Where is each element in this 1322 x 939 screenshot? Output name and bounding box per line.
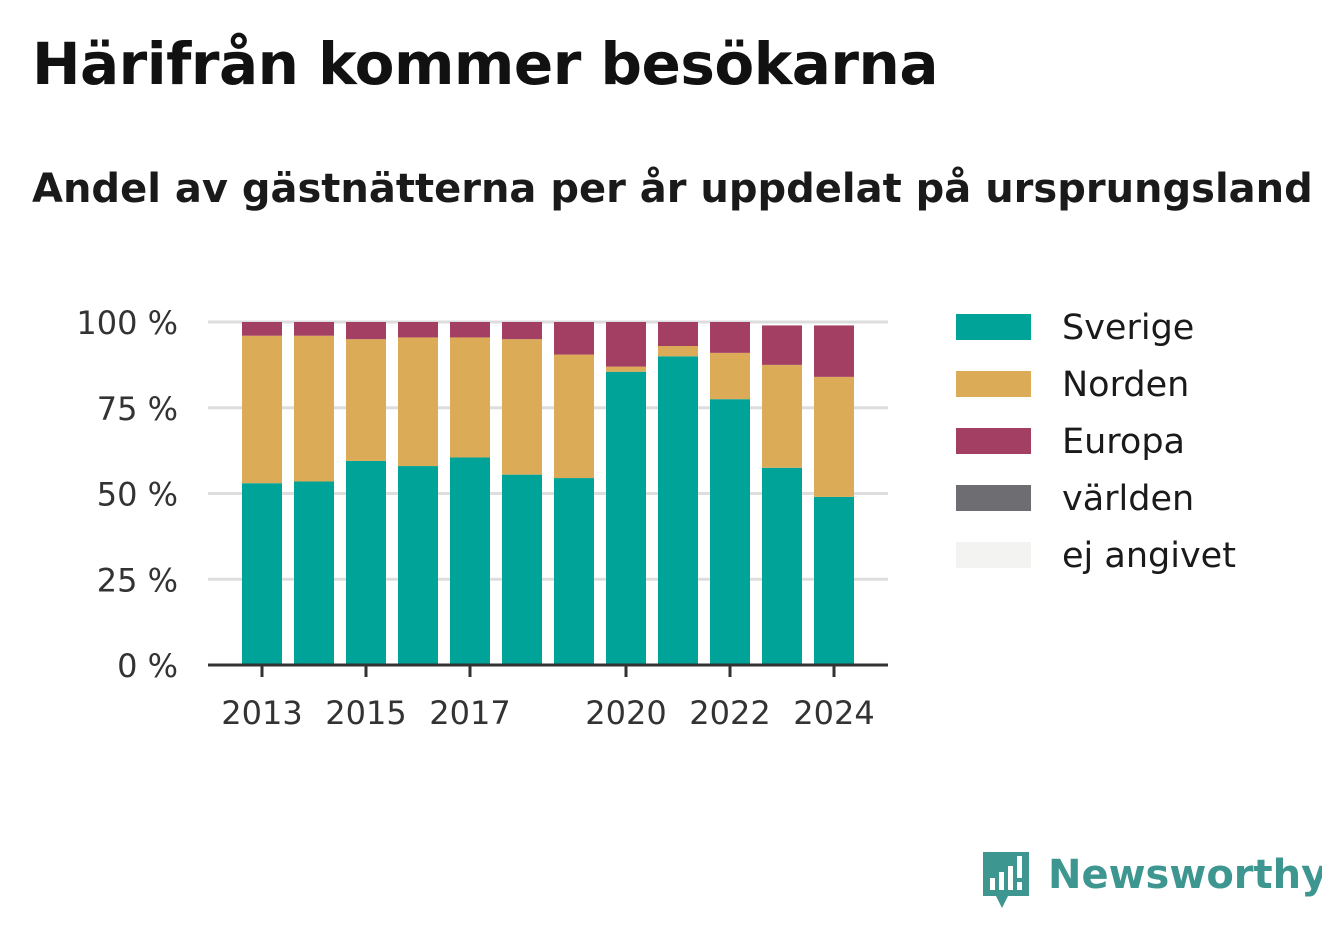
bar-segment-europa-2024 [814,325,854,377]
bar-segment-sverige-2013 [242,483,282,665]
bar-segment-sverige-2016 [398,466,438,665]
bar-segment-sverige-2018 [502,474,542,665]
brand-name: Newsworthy [1048,852,1322,898]
bar-segment-europa-2014 [294,322,334,336]
y-tick-label: 0 % [117,647,178,685]
x-tick-label: 2013 [221,694,302,732]
bar-segment-sverige-2020 [606,371,646,665]
legend-swatch-norden [956,371,1031,397]
bar-segment-norden-2023 [762,364,802,468]
x-tick-label: 2022 [689,694,770,732]
bar-segment-norden-2019 [554,354,594,479]
x-tick-label: 2024 [793,694,874,732]
legend: Sverige Norden Europa världen ej angivet [956,308,1236,576]
x-tick-label: 2015 [325,694,406,732]
x-tick-label: 2017 [429,694,510,732]
y-tick-label: 50 % [97,476,178,514]
bar-segment-sverige-2023 [762,467,802,665]
legend-swatch-ej-angivet [956,542,1031,568]
bar-segment-norden-2014 [294,335,334,482]
bar-segment-norden-2013 [242,335,282,484]
legend-label: världen [1062,479,1194,519]
legend-label: Europa [1062,422,1185,462]
bar-segment-sverige-2024 [814,496,854,665]
bar-segment-norden-2016 [398,337,438,467]
bars [242,322,854,665]
bar-segment-sverige-2015 [346,460,386,665]
bar-segment-sverige-2022 [710,399,750,665]
bar-segment-europa-2017 [450,322,490,338]
bar-segment-sverige-2014 [294,481,334,665]
x-tick-label: 2020 [585,694,666,732]
bar-segment-norden-2018 [502,339,542,475]
bar-segment-europa-2016 [398,322,438,338]
bar-segment-sverige-2021 [658,356,698,665]
legend-swatch-världen [956,485,1031,511]
y-tick-label: 25 % [97,561,178,599]
bar-segment-norden-2024 [814,376,854,497]
bar-segment-sverige-2017 [450,457,490,665]
stacked-bar-chart: 0 % 25 % 50 % 75 % 100 % 2013 2015 2017 2020 2022… [76,304,1236,732]
legend-label: ej angivet [1062,536,1236,576]
legend-label: Sverige [1062,308,1194,348]
newsworthy-logo-icon [983,852,1029,908]
y-tick-label: 100 % [76,304,178,342]
y-tick-label: 75 % [97,390,178,428]
newsworthy-logo: Newsworthy [980,850,1322,912]
bar-segment-europa-2018 [502,322,542,340]
legend-swatch-sverige [956,314,1031,340]
bar-segment-europa-2021 [658,322,698,347]
bar-segment-europa-2015 [346,322,386,340]
chart-subtitle: Andel av gästnätterna per år uppdelat på… [32,166,1313,212]
axes: 0 % 25 % 50 % 75 % 100 % 2013 2015 2017 2020 2022… [76,304,888,732]
bar-segment-europa-2023 [762,325,802,365]
bar-segment-norden-2022 [710,352,750,400]
bar-segment-norden-2020 [606,366,646,372]
bar-segment-norden-2021 [658,346,698,357]
legend-label: Norden [1062,365,1189,405]
chart-title: Härifrån kommer besökarna [32,30,938,98]
bar-segment-europa-2019 [554,322,594,355]
bar-segment-sverige-2019 [554,478,594,665]
bar-segment-europa-2013 [242,322,282,336]
bar-segment-norden-2017 [450,337,490,458]
bar-segment-europa-2020 [606,322,646,367]
bar-segment-europa-2022 [710,322,750,353]
legend-swatch-europa [956,428,1031,454]
bar-segment-norden-2015 [346,339,386,461]
